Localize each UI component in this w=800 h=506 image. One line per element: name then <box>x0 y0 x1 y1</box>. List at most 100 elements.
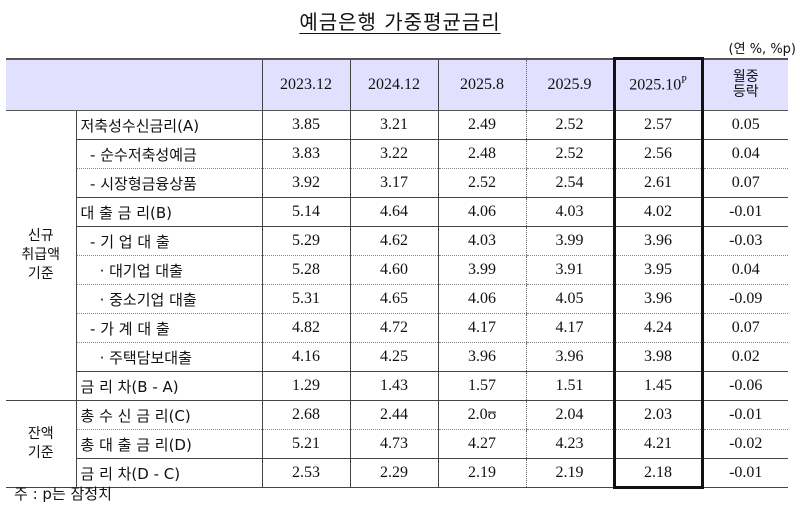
row-label: · 주택담보대출 <box>75 342 263 372</box>
rate-cell: 4.82 <box>261 313 350 343</box>
rate-cell: 3.99 <box>437 255 526 285</box>
row-label: - 가 계 대 출 <box>75 313 263 343</box>
monthly-change-cell: -0.01 <box>702 458 788 488</box>
rate-cell: 2.03 <box>612 400 704 430</box>
rate-cell: 3.96 <box>612 226 704 256</box>
monthly-change-cell: -0.09 <box>702 284 788 314</box>
rate-cell: 4.21 <box>612 429 704 459</box>
rate-cell: 2.04 <box>525 400 614 430</box>
rate-cell: 3.91 <box>525 255 614 285</box>
rate-cell: 3.98 <box>612 342 704 372</box>
header-2025-8: 2025.8 <box>437 57 526 111</box>
rate-cell: 2.49 <box>437 110 526 140</box>
table-title: 예금은행 가중평균금리 <box>299 10 501 34</box>
rate-cell: 1.45 <box>612 371 704 401</box>
rate-cell: 2.19 <box>525 458 614 488</box>
rate-cell: 4.65 <box>349 284 438 314</box>
row-label: 총 대 출 금 리(D) <box>75 429 263 459</box>
rate-cell: 3.96 <box>437 342 526 372</box>
rate-cell: 3.92 <box>261 168 350 198</box>
rate-cell: 2.53 <box>261 458 350 488</box>
rate-cell: 3.85 <box>261 110 350 140</box>
group-balance-basis: 잔액 기준 <box>6 400 76 488</box>
rate-cell: 5.14 <box>261 197 350 227</box>
rate-cell: 4.27 <box>437 429 526 459</box>
rate-cell: 4.17 <box>525 313 614 343</box>
header-2025-10: 2025.10P <box>612 57 704 111</box>
rate-cell: 2.44 <box>349 400 438 430</box>
header-blank <box>6 57 262 111</box>
rate-cell: 3.83 <box>261 139 350 169</box>
rate-cell: 2.52 <box>525 110 614 140</box>
rate-cell: 5.21 <box>261 429 350 459</box>
monthly-change-cell: 0.07 <box>702 168 788 198</box>
rate-cell: 3.95 <box>612 255 704 285</box>
row-label: · 중소기업 대출 <box>75 284 263 314</box>
row-label: 금 리 차(B - A) <box>75 371 263 401</box>
rate-cell: 4.17 <box>437 313 526 343</box>
row-label: 저축성수신금리(A) <box>75 110 263 140</box>
table-row: 금 리 차(B - A) 1.29 1.43 1.57 1.51 1.45 -0.06 <box>6 371 788 401</box>
rate-cell: 3.96 <box>525 342 614 372</box>
table-row: 금 리 차(D - C) 2.53 2.29 2.19 2.19 2.18 -0.01 <box>6 458 788 489</box>
rate-cell: 2.18 <box>612 458 704 489</box>
table-row: - 가 계 대 출 4.82 4.72 4.17 4.17 4.24 0.07 <box>6 313 788 343</box>
monthly-change-cell: -0.01 <box>702 400 788 430</box>
rate-cell: 4.03 <box>525 197 614 227</box>
rate-cell: 4.60 <box>349 255 438 285</box>
rate-cell: 4.62 <box>349 226 438 256</box>
rate-cell: 4.73 <box>349 429 438 459</box>
rate-cell: 4.16 <box>261 342 350 372</box>
rate-cell: 2.52 <box>525 139 614 169</box>
table-row: 신규 취급액 기준 저축성수신금리(A) 3.85 3.21 2.49 2.52 2.57 0… <box>6 110 788 401</box>
row-label: 금 리 차(D - C) <box>75 458 263 488</box>
rate-cell: 3.99 <box>525 226 614 256</box>
header-2023-12: 2023.12 <box>261 57 350 111</box>
header-2025-9: 2025.9 <box>525 57 614 111</box>
rate-cell: 2.68 <box>261 400 350 430</box>
rate-cell: 4.05 <box>525 284 614 314</box>
footnote: 주 : p는 잠정치 <box>14 485 112 503</box>
table-row: 대 출 금 리(B) 5.14 4.64 4.06 4.03 4.02 -0.01 <box>6 197 788 227</box>
unit-label: (연 %, %p) <box>728 42 796 57</box>
monthly-change-cell: -0.03 <box>702 226 788 256</box>
header-row: 2023.12 2024.12 2025.8 2025.9 2025.10P 월… <box>6 57 788 111</box>
rate-cell: 2.52 <box>437 168 526 198</box>
rate-cell: 4.06 <box>437 197 526 227</box>
row-label: 총 수 신 금 리(C) <box>75 400 263 430</box>
interest-rate-table: 2023.12 2024.12 2025.8 2025.9 2025.10P 월… <box>6 57 788 489</box>
monthly-change-cell: 0.02 <box>702 342 788 372</box>
table-row: - 시장형금융상품 3.92 3.17 2.52 2.54 2.61 0.07 <box>6 168 788 198</box>
rate-cell: 4.03 <box>437 226 526 256</box>
header-monthly-change: 월중 등락 <box>702 57 788 111</box>
table-row: 총 대 출 금 리(D) 5.21 4.73 4.27 4.23 4.21 -0.02 <box>6 429 788 459</box>
monthly-change-cell: 0.07 <box>702 313 788 343</box>
rate-cell: 1.43 <box>349 371 438 401</box>
row-label: - 시장형금융상품 <box>75 168 263 198</box>
rate-cell: 4.72 <box>349 313 438 343</box>
rate-cell: 1.29 <box>261 371 350 401</box>
rate-cell: 4.23 <box>525 429 614 459</box>
rate-cell: 2.48 <box>437 139 526 169</box>
row-label: - 순수저축성예금 <box>75 139 263 169</box>
rate-cell: 2.29 <box>349 458 438 488</box>
group-new-basis: 신규 취급액 기준 <box>6 110 76 401</box>
rate-cell: 3.96 <box>612 284 704 314</box>
rate-cell: 2.61 <box>612 168 704 198</box>
rate-cell: 1.57 <box>437 371 526 401</box>
row-label: - 기 업 대 출 <box>75 226 263 256</box>
monthly-change-cell: -0.02 <box>702 429 788 459</box>
rate-cell: 3.17 <box>349 168 438 198</box>
rate-cell: 2.19 <box>437 458 526 488</box>
rate-cell: 2.56 <box>612 139 704 169</box>
rate-cell: 5.29 <box>261 226 350 256</box>
monthly-change-cell: -0.01 <box>702 197 788 227</box>
table-row: · 대기업 대출 5.28 4.60 3.99 3.91 3.95 0.04 <box>6 255 788 285</box>
rate-cell: 3.21 <box>349 110 438 140</box>
monthly-change-cell: 0.04 <box>702 139 788 169</box>
rate-cell: 1.51 <box>525 371 614 401</box>
header-2024-12: 2024.12 <box>349 57 438 111</box>
rate-cell: 3.22 <box>349 139 438 169</box>
rate-cell: 2.0ʊ <box>437 400 526 430</box>
rate-cell: 4.25 <box>349 342 438 372</box>
